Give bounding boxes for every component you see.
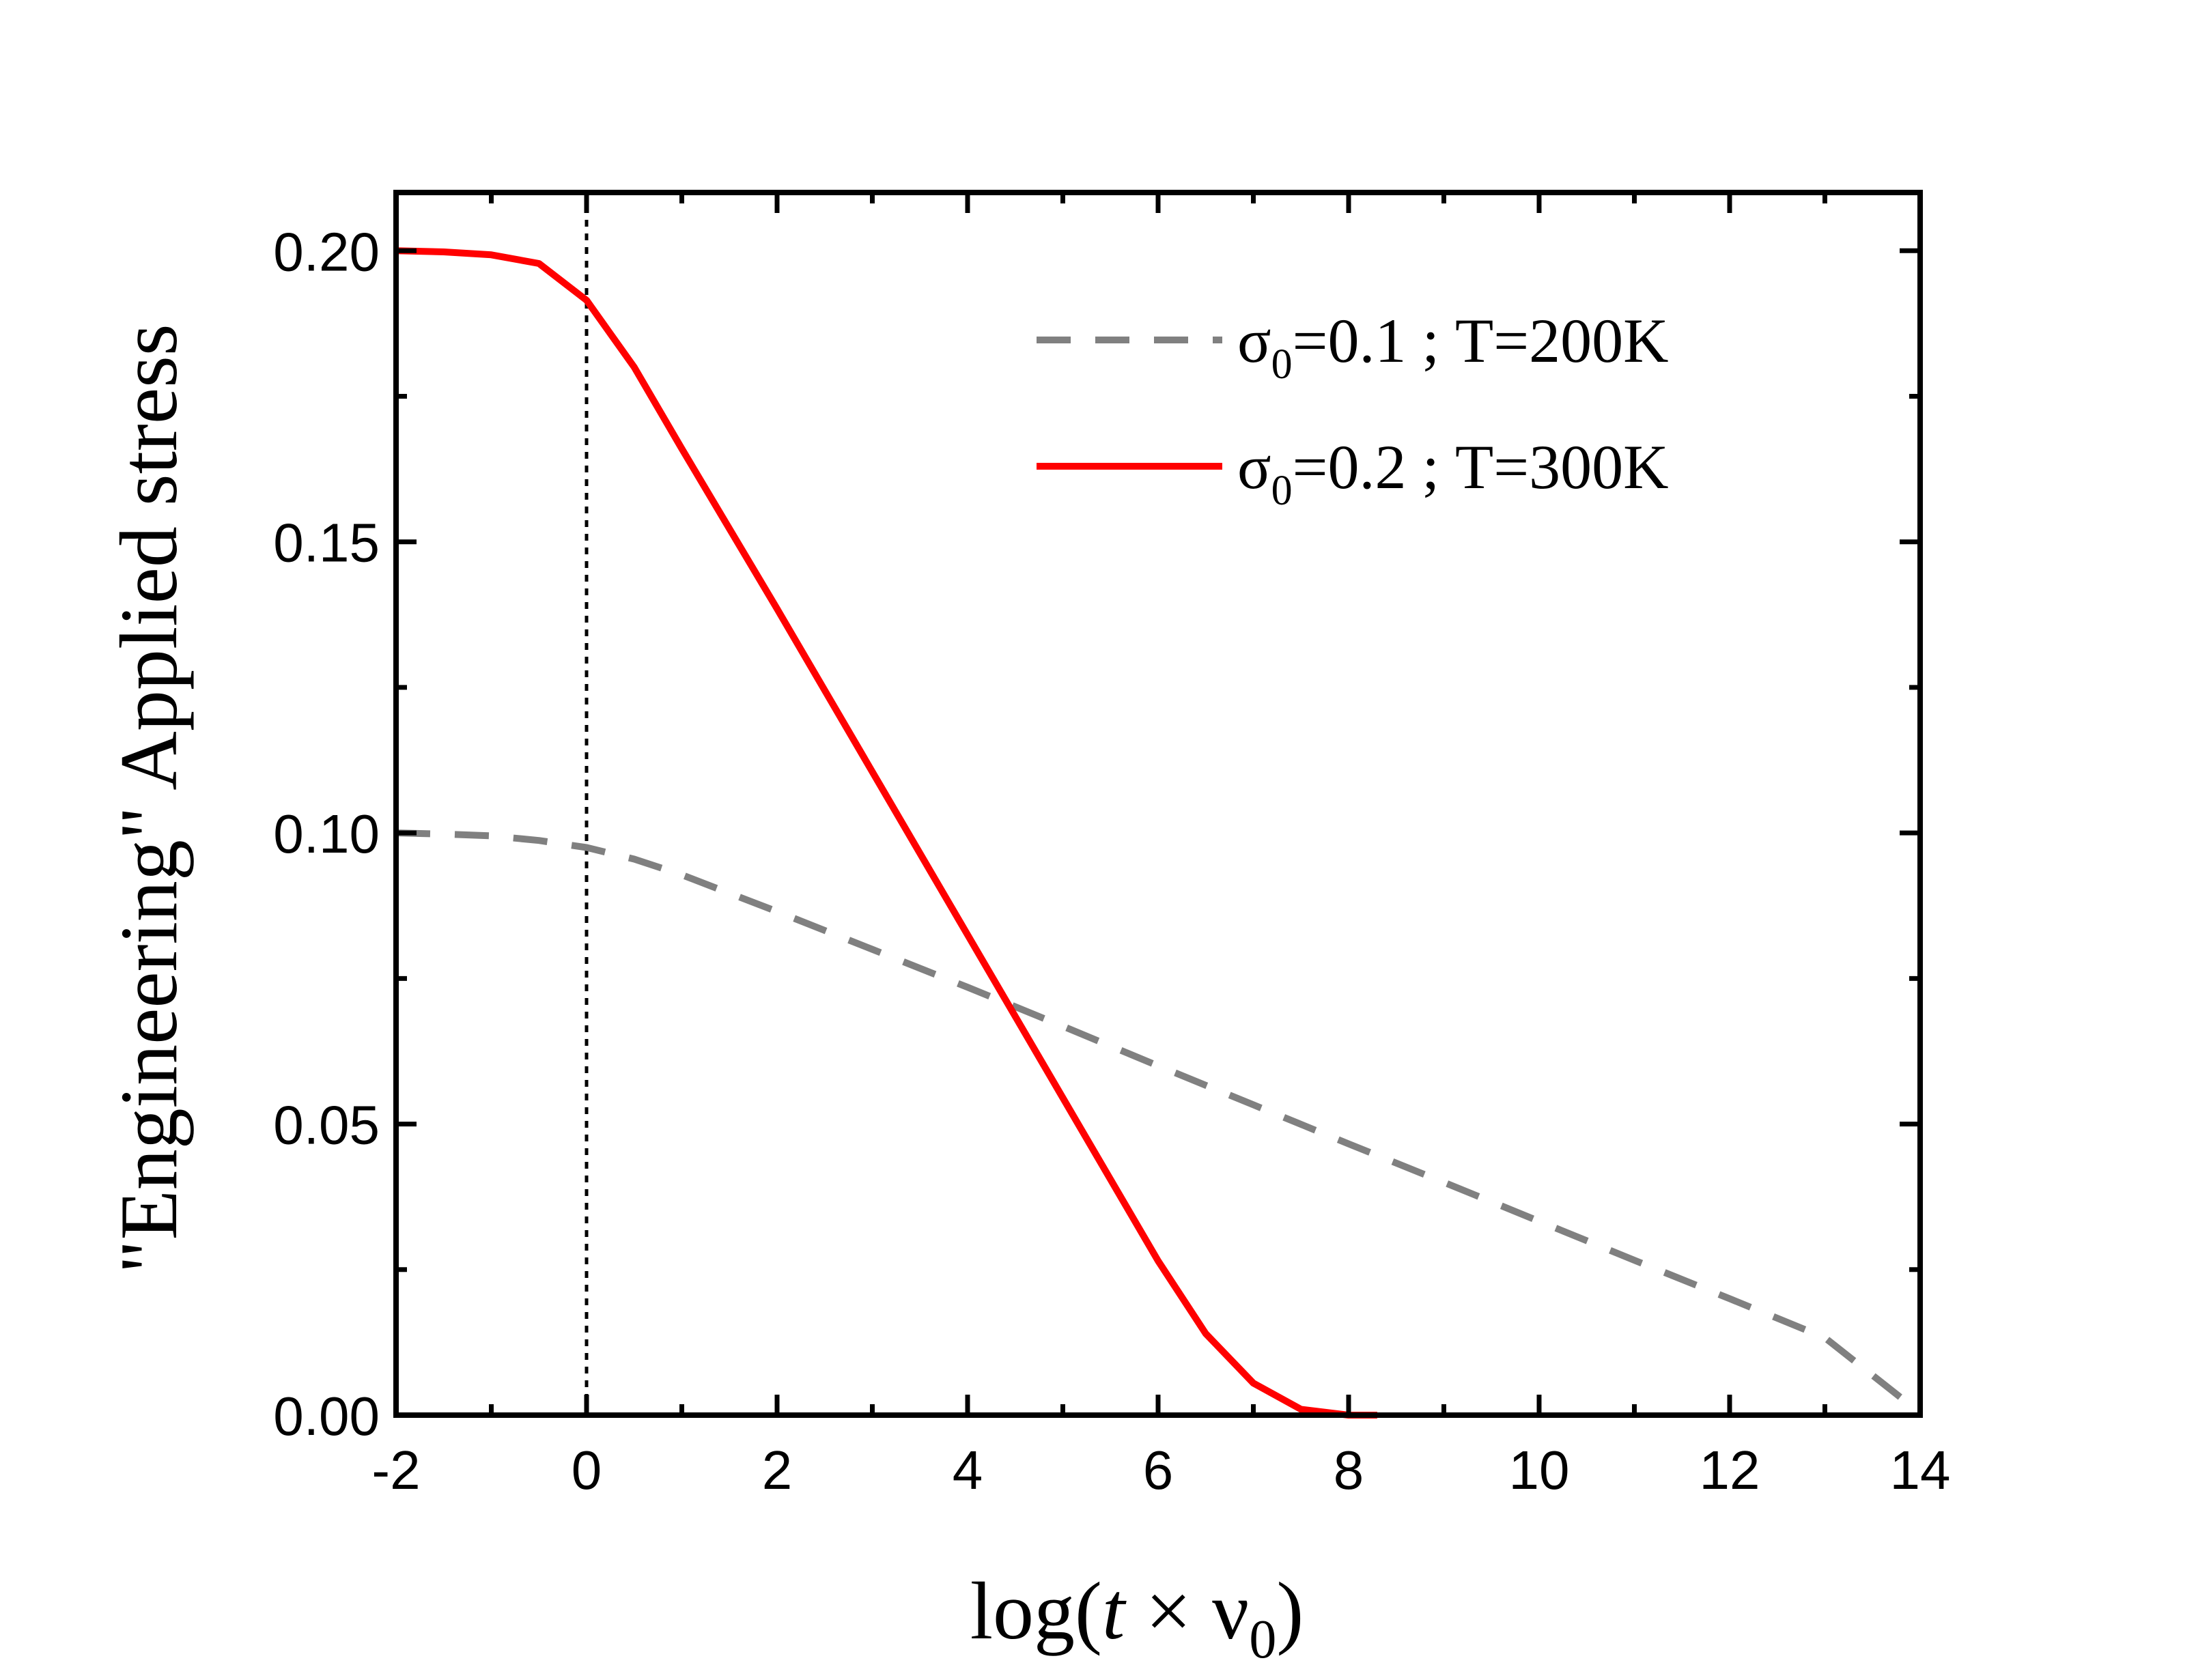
series-layer — [395, 247, 1923, 1419]
series-line-red-solid — [395, 247, 1377, 1419]
x-tick-labels: -2 0 2 4 6 8 10 12 14 — [371, 1440, 1950, 1500]
x-tick-label: -2 — [371, 1440, 420, 1500]
ticks-layer — [393, 193, 1923, 1418]
legend: σ0=0.1 ; T=200K σ0=0.2 ; T=300K — [1037, 306, 1669, 514]
x-tick-label: 10 — [1509, 1440, 1570, 1500]
x-tick-label: 12 — [1700, 1440, 1760, 1500]
y-tick-label: 0.05 — [273, 1095, 380, 1156]
y-axis-title: "Engineering" Applied stress — [103, 324, 194, 1273]
x-tick-label: 2 — [762, 1440, 793, 1500]
x-tick-label: 8 — [1334, 1440, 1364, 1500]
y-tick-label: 0.10 — [273, 803, 380, 864]
y-tick-label: 0.20 — [273, 221, 380, 282]
legend-label-red: σ0=0.2 ; T=300K — [1237, 432, 1669, 514]
x-tick-label: 14 — [1890, 1440, 1951, 1500]
x-tick-label: 0 — [572, 1440, 602, 1500]
x-axis-title: log(t × ν0) — [970, 1565, 1304, 1670]
legend-label-gray: σ0=0.1 ; T=200K — [1237, 306, 1669, 388]
plot-frame — [393, 190, 1923, 1418]
y-tick-label: 0.00 — [273, 1386, 380, 1447]
x-tick-label: 4 — [953, 1440, 983, 1500]
y-tick-labels: 0.00 0.05 0.10 0.15 0.20 — [273, 221, 380, 1447]
x-tick-label: 6 — [1143, 1440, 1174, 1500]
series-line-gray-dashed — [395, 829, 1923, 1416]
y-tick-label: 0.15 — [273, 513, 380, 573]
